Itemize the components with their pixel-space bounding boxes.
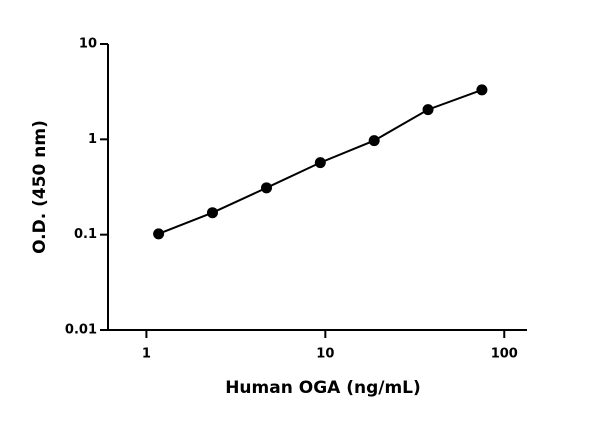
x-tick-label: 10	[316, 347, 334, 362]
y-tick-label: 0.1	[74, 227, 97, 242]
data-point	[422, 104, 434, 116]
y-axis-title: O.D. (450 nm)	[30, 120, 50, 254]
y-tick-label: 10	[79, 37, 97, 52]
data-point	[206, 207, 218, 219]
data-point	[314, 157, 326, 169]
x-axis-title: Human OGA (ng/mL)	[225, 378, 421, 398]
data-point	[476, 84, 488, 96]
x-tick-label: 100	[491, 347, 518, 362]
data-point	[153, 228, 165, 240]
y-tick-label: 1	[88, 132, 97, 147]
x-tick-label: 1	[142, 347, 151, 362]
y-tick-label: 0.01	[65, 323, 97, 338]
data-point	[260, 182, 272, 194]
data-point	[368, 135, 380, 147]
